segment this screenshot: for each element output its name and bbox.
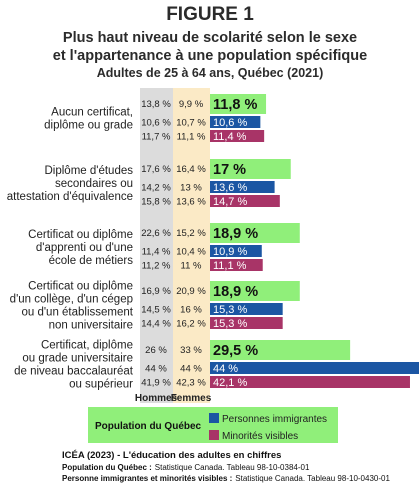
bar-immigrants: [210, 303, 283, 315]
category-label: Certificat ou diplôme: [28, 281, 133, 293]
value-hommes: 14,5 %: [141, 305, 171, 316]
value-femmes: 33 %: [180, 345, 202, 356]
value-hommes: 41,9 %: [141, 378, 171, 389]
category-label: Certificat ou diplôme: [28, 229, 133, 241]
value-hommes: 16,9 %: [141, 286, 171, 297]
value-hommes: 14,4 %: [141, 319, 171, 330]
legend-title: Population du Québec: [95, 421, 202, 432]
legend-swatch-immigrants: [209, 413, 219, 423]
source-line3: Personne immigrantes et minorités visibl…: [62, 474, 390, 483]
chart-title-line1: Plus haut niveau de scolarité selon le s…: [63, 30, 357, 46]
source-line2-label: Population du Québec :: [62, 463, 152, 472]
data-label-minorities: 11,1 %: [213, 260, 247, 272]
category-label: Certificat, diplôme: [41, 340, 133, 352]
value-hommes: 14,2 %: [141, 183, 171, 194]
value-hommes: 10,6 %: [141, 118, 171, 129]
value-femmes: 16,4 %: [176, 164, 206, 175]
data-label-immigrants: 10,6 %: [213, 117, 247, 129]
value-hommes: 22,6 %: [141, 228, 171, 239]
legend-swatch-minorities: [209, 430, 219, 440]
chart-title-line2: et l'appartenance à une population spéci…: [53, 48, 367, 64]
chart-subtitle: Adultes de 25 à 64 ans, Québec (2021): [97, 66, 324, 80]
data-label-quebec: 18,9 %: [213, 226, 258, 242]
source-line2: Population du Québec : Statistique Canada…: [62, 463, 310, 472]
category-label: d'un collège, d'un cégep: [10, 294, 133, 306]
data-label-quebec: 17 %: [213, 162, 246, 178]
bar-minorities: [210, 130, 265, 142]
data-label-minorities: 11,4 %: [213, 131, 247, 143]
category-label: d'apprenti ou d'une: [36, 242, 133, 254]
value-hommes: 11,2 %: [142, 261, 171, 272]
data-label-immigrants: 15,3 %: [213, 304, 247, 316]
source-line2-text: Statistique Canada. Tableau 98-10-0384-0…: [155, 463, 310, 472]
category-label: ou d'un établissement: [21, 307, 133, 319]
data-label-minorities: 42,1 %: [213, 377, 247, 389]
data-label-minorities: 15,3 %: [213, 318, 247, 330]
value-femmes: 20,9 %: [176, 286, 206, 297]
hommes-column-bg: [140, 88, 173, 403]
data-label-minorities: 14,7 %: [213, 196, 247, 208]
data-label-immigrants: 10,9 %: [213, 246, 247, 258]
category-label: école de métiers: [49, 255, 134, 267]
category-label: secondaires ou: [55, 178, 133, 190]
value-femmes: 15,2 %: [176, 228, 206, 239]
bar-quebec: [210, 281, 300, 301]
value-hommes: 17,6 %: [141, 164, 171, 175]
category-label: Diplôme d'études: [45, 165, 134, 177]
data-label-quebec: 29,5 %: [213, 343, 258, 359]
data-label-quebec: 18,9 %: [213, 284, 258, 300]
femmes-column-bg: [173, 88, 210, 403]
legend-label-minorities: Minorités visibles: [222, 431, 298, 442]
category-label: diplôme ou grade: [44, 120, 133, 132]
value-hommes: 26 %: [145, 345, 167, 356]
chart-area: Aucun certificat,diplôme ou grade 11,8 % 1…: [7, 94, 419, 391]
value-hommes: 44 %: [145, 364, 167, 375]
value-femmes: 16,2 %: [176, 319, 206, 330]
data-label-immigrants: 44 %: [213, 363, 238, 375]
bar-minorities: [210, 317, 283, 329]
value-femmes: 11 %: [181, 261, 203, 272]
value-femmes: 10,4 %: [176, 247, 206, 258]
source-line1: ICÉA (2023) - L'éducation des adultes en…: [62, 450, 281, 461]
bar-immigrants: [210, 181, 275, 193]
value-hommes: 11,4 %: [142, 247, 171, 258]
hommes-header: Hommes: [135, 393, 178, 404]
value-femmes: 11,1 %: [177, 132, 206, 143]
category-label: ou supérieur: [69, 379, 133, 391]
value-femmes: 13 %: [180, 183, 202, 194]
category-label: attestation d'équivalence: [7, 191, 133, 203]
data-label-immigrants: 13,6 %: [213, 182, 247, 194]
bar-immigrants: [210, 116, 261, 128]
bar-immigrants: [210, 362, 419, 374]
category-label: Aucun certificat,: [51, 107, 133, 119]
data-label-quebec: 11,8 %: [213, 97, 257, 113]
value-hommes: 13,8 %: [141, 99, 171, 110]
bar-quebec: [210, 159, 291, 179]
value-hommes: 11,7 %: [142, 132, 171, 143]
bar-minorities: [210, 376, 410, 388]
value-femmes: 9,9 %: [179, 99, 204, 110]
bar-quebec: [210, 340, 351, 360]
category-label: ou grade universitaire: [22, 353, 133, 365]
category-label: de niveau baccalauréat: [14, 366, 134, 378]
bar-immigrants: [210, 245, 262, 257]
value-femmes: 44 %: [180, 364, 202, 375]
value-femmes: 16 %: [180, 305, 202, 316]
figure-label: FIGURE 1: [166, 4, 254, 25]
source-line3-text: Statistique Canada. Tableau 98-10-0430-0…: [235, 474, 390, 483]
bar-minorities: [210, 259, 263, 271]
bar-minorities: [210, 195, 280, 207]
source-line3-label: Personne immigrantes et minorités visibl…: [62, 474, 232, 483]
legend-label-immigrants: Personnes immigrantes: [222, 414, 327, 425]
value-femmes: 13,6 %: [176, 197, 206, 208]
value-hommes: 15,8 %: [141, 197, 171, 208]
value-femmes: 10,7 %: [176, 118, 206, 129]
bar-quebec: [210, 94, 267, 114]
femmes-header: Femmes: [171, 393, 212, 404]
bar-quebec: [210, 223, 300, 243]
value-femmes: 42,3 %: [176, 378, 206, 389]
category-label: non universitaire: [49, 320, 133, 332]
